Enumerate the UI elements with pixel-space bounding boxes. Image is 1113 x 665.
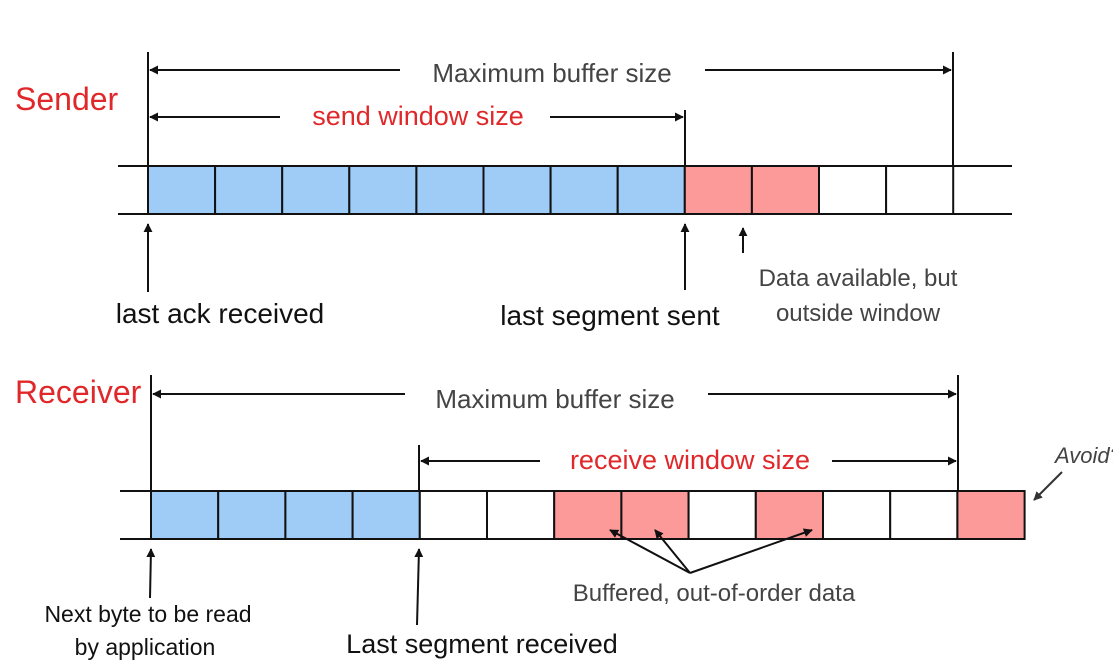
- sender-buffer-cells: [147, 165, 955, 215]
- sender-buffer-cell-2-blue: [214, 165, 284, 215]
- sender-outside-window-label-2: outside window: [776, 300, 941, 327]
- receiver-buffer-cell-4-blue: [351, 490, 421, 540]
- sender-buffer-cell-3-blue: [281, 165, 351, 215]
- receiver-buffer-cell-6-empty: [486, 490, 556, 540]
- receiver-buffered-arrow-2: [654, 529, 691, 574]
- receiver-avoid-label: Avoid?: [1053, 443, 1113, 468]
- sender-last-sent-label: last segment sent: [500, 300, 720, 331]
- receiver-buffer-cells: [150, 490, 1026, 540]
- receiver-buffered-label: Buffered, out-of-order data: [573, 580, 856, 607]
- receiver-next-byte-label-1: Next byte to be read: [44, 601, 251, 627]
- sender-buffer-cell-1-blue: [147, 165, 217, 215]
- sender-buffer-cell-9-red: [683, 165, 753, 215]
- sender-buffer-cell-6-blue: [482, 165, 552, 215]
- sender-window-label: send window size: [312, 101, 524, 131]
- receiver-last-received-label: Last segment received: [346, 629, 618, 659]
- sender-buffer-cell-12-empty: [885, 165, 955, 215]
- receiver-max-buffer-label: Maximum buffer size: [435, 384, 674, 414]
- receiver-buffer-cell-1-blue: [150, 490, 220, 540]
- receiver-buffered-arrow-1: [609, 529, 691, 574]
- sender-buffer-cell-11-empty: [818, 165, 888, 215]
- receiver-buffer-cell-3-blue: [284, 490, 354, 540]
- receiver-buffer-cell-13-red: [956, 490, 1026, 540]
- sender-buffer-cell-5-blue: [415, 165, 485, 215]
- receiver-buffer-cell-12-empty: [889, 490, 959, 540]
- receiver-buffer-cell-10-red: [754, 490, 824, 540]
- receiver-buffer-cell-2-blue: [217, 490, 287, 540]
- sender-title: Sender: [15, 81, 119, 117]
- sender-section: Sender Maximum buffer size send window s…: [15, 52, 1012, 331]
- sender-max-buffer-label: Maximum buffer size: [432, 58, 671, 88]
- receiver-next-byte-pointer: [146, 548, 156, 599]
- receiver-next-byte-label-2: by application: [75, 634, 216, 660]
- receiver-avoid-arrow: [1033, 471, 1063, 501]
- receiver-buffer-cell-9-empty: [687, 490, 757, 540]
- sender-buffer-cell-4-blue: [348, 165, 418, 215]
- sender-buffer-cell-7-blue: [549, 165, 619, 215]
- receiver-buffer-cell-5-empty: [418, 490, 488, 540]
- receiver-title: Receiver: [15, 374, 142, 410]
- receiver-buffer-cell-8-red: [620, 490, 690, 540]
- sender-last-ack-label: last ack received: [116, 298, 325, 329]
- receiver-window-label: receive window size: [570, 445, 810, 475]
- receiver-buffered-arrow-3: [689, 528, 813, 574]
- receiver-buffer-cell-11-empty: [822, 490, 892, 540]
- sender-buffer-cell-8-blue: [616, 165, 686, 215]
- sender-outside-window-label-1: Data available, but: [759, 265, 958, 292]
- receiver-section: Receiver Maximum buffer size receive win…: [15, 374, 1113, 660]
- sender-buffer-cell-10-red: [750, 165, 821, 215]
- receiver-last-received-pointer: [414, 548, 424, 626]
